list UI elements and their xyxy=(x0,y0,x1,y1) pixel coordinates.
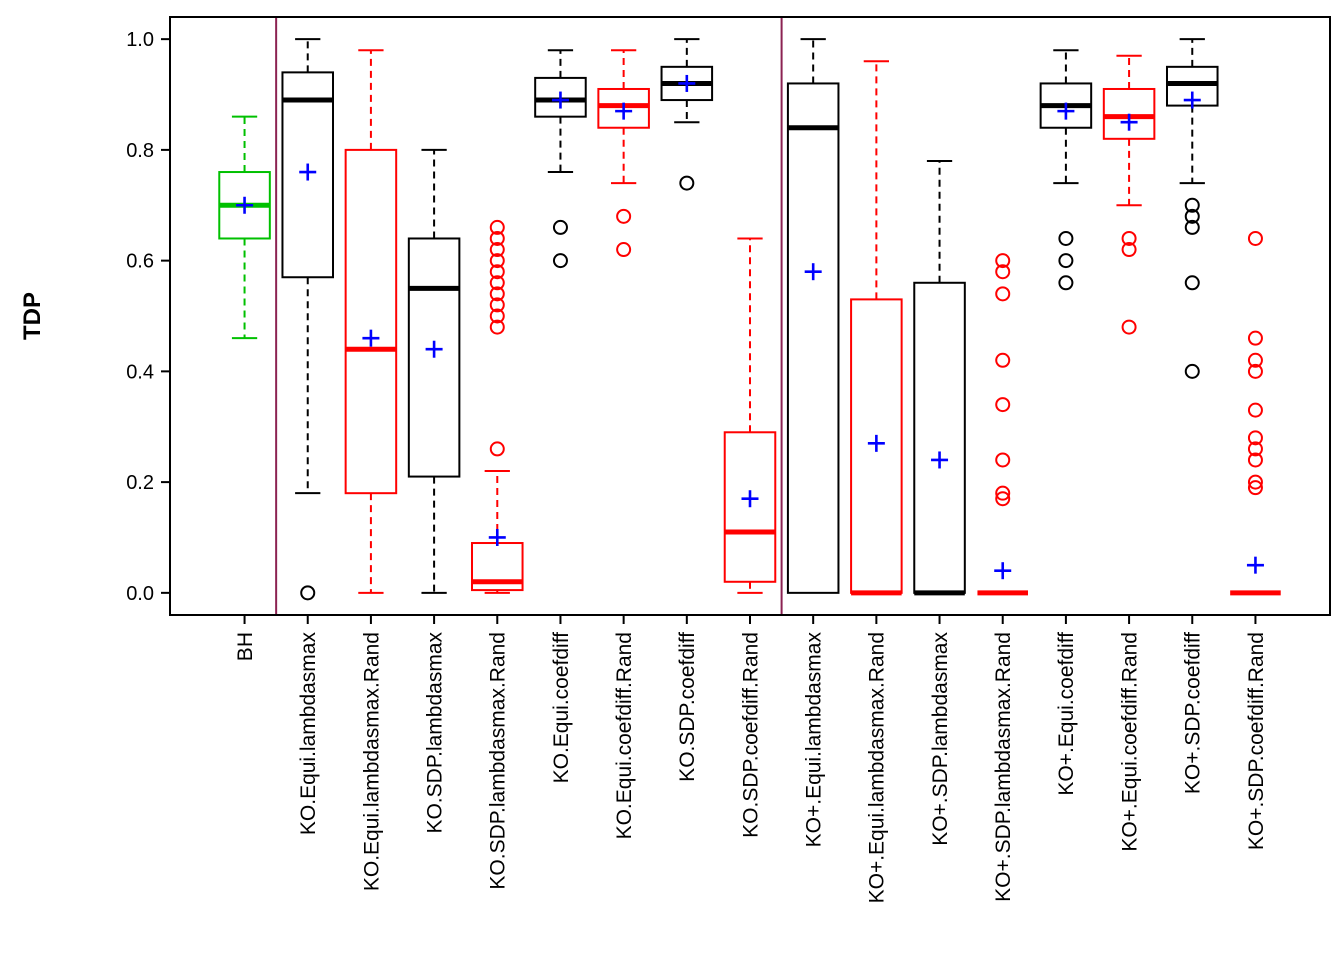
y-axis-title: TDP xyxy=(19,292,46,340)
outlier-point xyxy=(1184,275,1200,291)
outlier-point xyxy=(489,441,505,457)
outlier-point xyxy=(1247,402,1263,418)
outlier-point xyxy=(679,175,695,191)
outlier-point xyxy=(489,308,505,324)
outlier-point xyxy=(489,297,505,313)
x-tick-label: KO.Equi.coefdiff.Rand xyxy=(613,632,636,839)
outlier-point xyxy=(1247,452,1263,468)
x-tick-label: KO.SDP.coefdiff xyxy=(676,632,699,782)
outlier-point xyxy=(1121,319,1137,335)
outlier-point xyxy=(1184,208,1200,224)
outlier-point xyxy=(552,219,568,235)
outlier-point xyxy=(1247,330,1263,346)
outlier-point xyxy=(1058,275,1074,291)
outlier-point xyxy=(995,286,1011,302)
outlier-point xyxy=(1121,242,1137,258)
x-tick-label: KO+.Equi.lambdasmax xyxy=(803,632,826,848)
y-tick-label: 0.6 xyxy=(126,251,154,273)
x-tick-label: KO+.SDP.lambdasmax xyxy=(929,632,952,846)
outlier-point xyxy=(1247,352,1263,368)
outlier-point xyxy=(1184,219,1200,235)
outlier-point xyxy=(1247,441,1263,457)
outlier-point xyxy=(616,242,632,258)
y-tick-label: 0.8 xyxy=(126,140,154,162)
outlier-point xyxy=(552,253,568,269)
x-tick-label: KO+.SDP.coefdiff.Rand xyxy=(1245,632,1268,850)
outlier-point xyxy=(1058,230,1074,246)
box xyxy=(786,82,840,594)
outlier-point xyxy=(489,319,505,335)
outlier-point xyxy=(1247,363,1263,379)
outlier-point xyxy=(300,585,316,601)
outlier-point xyxy=(489,253,505,269)
y-tick-label: 0.0 xyxy=(126,583,154,605)
outlier-point xyxy=(995,397,1011,413)
outlier-point xyxy=(995,253,1011,269)
outlier-point xyxy=(489,264,505,280)
outlier-point xyxy=(489,230,505,246)
outlier-point xyxy=(995,485,1011,501)
outlier-point xyxy=(1184,363,1200,379)
outlier-point xyxy=(995,491,1011,507)
outlier-point xyxy=(995,352,1011,368)
x-tick-label: KO+.Equi.coefdiff xyxy=(1055,632,1078,796)
outlier-point xyxy=(995,264,1011,280)
outlier-point xyxy=(489,275,505,291)
x-tick-label: KO+.Equi.coefdiff.Rand xyxy=(1118,632,1141,852)
outlier-point xyxy=(1247,430,1263,446)
y-tick-label: 1.0 xyxy=(126,29,154,51)
x-tick-label: KO.SDP.coefdiff.Rand xyxy=(739,632,762,838)
y-tick-label: 0.4 xyxy=(126,361,154,383)
box xyxy=(913,281,966,594)
outlier-point xyxy=(489,242,505,258)
outlier-point xyxy=(995,452,1011,468)
outlier-point xyxy=(616,208,632,224)
outlier-point xyxy=(1247,230,1263,246)
x-tick-label: KO+.SDP.lambdasmax.Rand xyxy=(992,632,1015,902)
x-tick-label: KO+.SDP.coefdiff xyxy=(1182,632,1205,794)
outlier-point xyxy=(1247,480,1263,496)
x-tick-label: KO+.Equi.lambdasmax.Rand xyxy=(866,632,889,903)
x-tick-label: KO.SDP.lambdasmax xyxy=(423,632,446,834)
box xyxy=(344,148,398,495)
x-tick-label: KO.Equi.lambdasmax xyxy=(297,632,320,836)
outlier-point xyxy=(489,219,505,235)
outlier-point xyxy=(1184,197,1200,213)
x-tick-label: KO.Equi.coefdiff xyxy=(550,632,573,784)
x-tick-label: KO.SDP.lambdasmax.Rand xyxy=(487,632,510,890)
outlier-point xyxy=(1121,230,1137,246)
outlier-point xyxy=(1058,253,1074,269)
outlier-point xyxy=(1247,474,1263,490)
outlier-point xyxy=(489,286,505,302)
y-tick-label: 0.2 xyxy=(126,472,154,494)
x-tick-label: KO.Equi.lambdasmax.Rand xyxy=(360,632,383,891)
x-tick-label: BH xyxy=(234,632,257,661)
